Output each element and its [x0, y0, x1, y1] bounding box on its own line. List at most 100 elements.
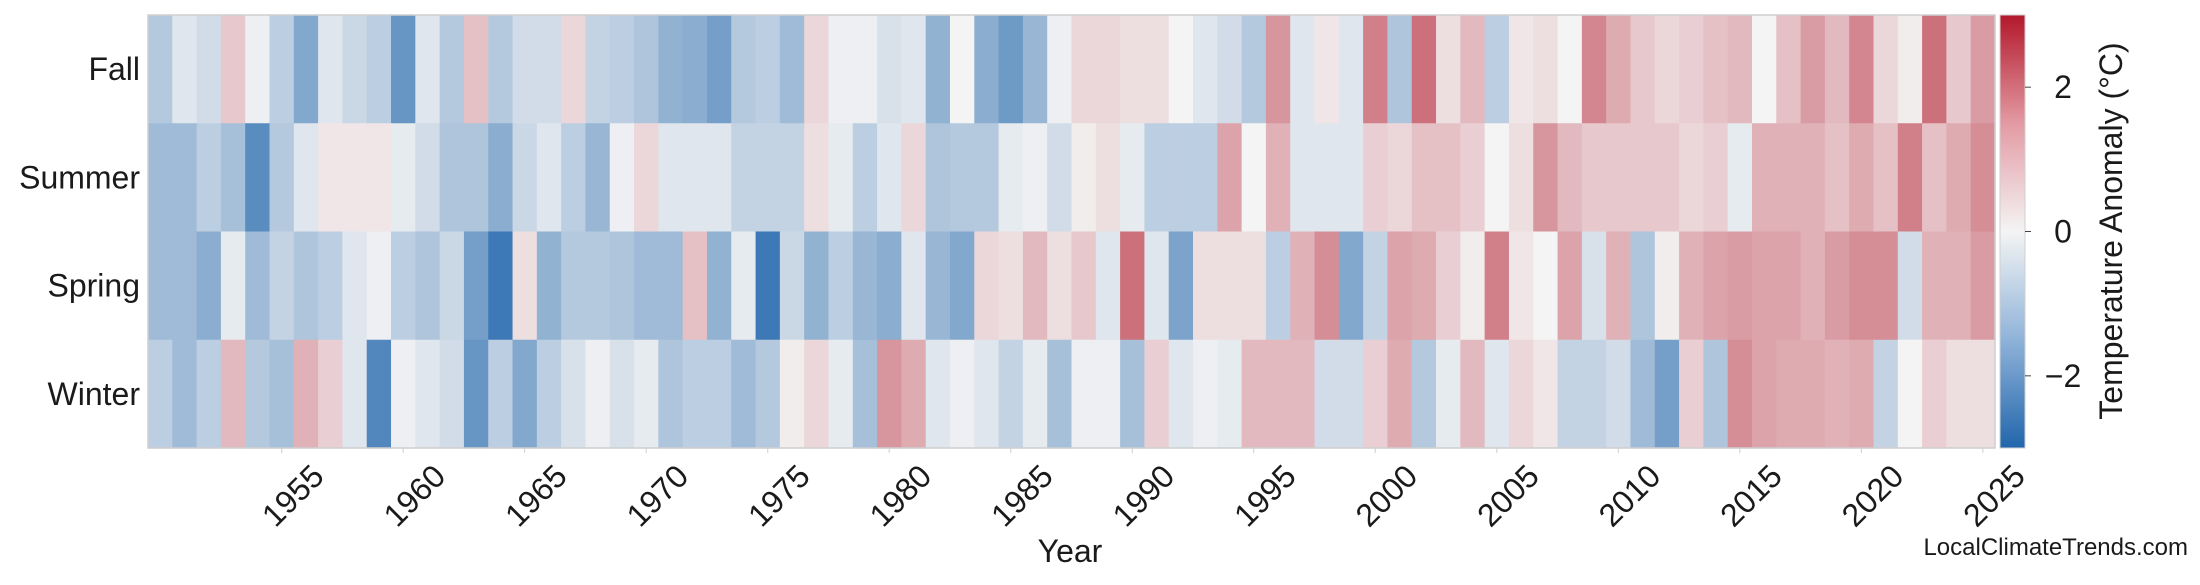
heatmap-cell-fall-1991: [1144, 15, 1170, 124]
heatmap-cell-fall-2020: [1849, 15, 1875, 124]
x-axis-title: Year: [1038, 533, 1103, 569]
heatmap-cell-summer-1968: [585, 123, 611, 233]
heatmap-cell-winter-2002: [1411, 339, 1437, 449]
heatmap-cell-fall-1968: [585, 15, 611, 124]
x-tick-label-1965: 1965: [498, 458, 574, 534]
heatmap-cell-summer-1964: [488, 123, 514, 233]
x-axis-tick-labels: 1955 1960 1965 1970 1975 1980 1985 1990 1995 2000…: [255, 448, 2032, 533]
heatmap-cell-winter-1954: [245, 339, 271, 449]
heatmap-cell-winter-2016: [1751, 339, 1777, 449]
heatmap-cell-summer-2011: [1630, 123, 1656, 233]
heatmap-cell-summer-1972: [682, 123, 708, 233]
heatmap-cell-spring-1985: [998, 231, 1024, 341]
heatmap-cell-fall-1962: [439, 15, 465, 124]
colorbar-tick-label-0: 0: [2054, 214, 2072, 250]
heatmap-cell-summer-1985: [998, 123, 1024, 233]
heatmap-cell-spring-1998: [1314, 231, 1340, 341]
heatmap-cell-fall-1989: [1095, 15, 1121, 124]
heatmap-cell-spring-2010: [1606, 231, 1632, 341]
heatmap-cell-spring-2005: [1484, 231, 1510, 341]
heatmap-cell-summer-1997: [1290, 123, 1316, 233]
heatmap-cell-spring-2012: [1654, 231, 1680, 341]
heatmap-cell-summer-1980: [877, 123, 902, 233]
heatmap-cell-winter-1957: [318, 339, 344, 449]
heatmap-cell-summer-2018: [1800, 123, 1826, 233]
heatmap-cell-spring-1971: [658, 231, 684, 341]
heatmap-cell-fall-1973: [706, 15, 732, 124]
heatmap-cell-winter-2006: [1508, 339, 1534, 449]
heatmap-cell-spring-1965: [512, 231, 538, 341]
heatmap-cell-spring-2020: [1849, 231, 1875, 341]
heatmap-cell-summer-1975: [755, 123, 781, 233]
heatmap-cell-fall-1982: [925, 15, 951, 124]
heatmap-cell-summer-2003: [1436, 123, 1461, 233]
heatmap-cell-summer-1989: [1095, 123, 1121, 233]
heatmap-cell-summer-1995: [1241, 123, 1267, 233]
heatmap-cell-winter-2017: [1776, 339, 1802, 449]
heatmap-cell-winter-1976: [779, 339, 805, 449]
heatmap-cell-summer-1962: [439, 123, 465, 233]
heatmap-cell-fall-1976: [779, 15, 805, 124]
heatmap-cell-fall-1958: [342, 15, 368, 124]
heatmap-cell-fall-2009: [1581, 15, 1607, 124]
heatmap-cell-summer-1955: [269, 123, 295, 233]
heatmap-cell-summer-2023: [1922, 123, 1947, 233]
heatmap-cell-summer-1952: [196, 123, 222, 233]
heatmap-cell-fall-2019: [1824, 15, 1850, 124]
heatmap-cell-fall-1961: [415, 15, 441, 124]
heatmap-cell-winter-1997: [1290, 339, 1316, 449]
heatmap-cell-fall-1984: [974, 15, 1000, 124]
heatmap-cell-fall-1981: [901, 15, 927, 124]
colorbar-tick-label-2: 2: [2054, 69, 2072, 105]
heatmap-cell-summer-1974: [731, 123, 757, 233]
x-tick-label-2025: 2025: [1956, 458, 2032, 534]
heatmap-cell-spring-1970: [634, 231, 659, 341]
heatmap-cell-summer-1959: [366, 123, 392, 233]
heatmap-cell-spring-1988: [1071, 231, 1097, 341]
heatmap-cell-winter-2009: [1581, 339, 1607, 449]
heatmap-cell-winter-2018: [1800, 339, 1826, 449]
heatmap-cell-fall-1990: [1120, 15, 1146, 124]
heatmap-cell-winter-1968: [585, 339, 611, 449]
heatmap-cell-fall-2022: [1897, 15, 1923, 124]
heatmap-cell-summer-1996: [1265, 123, 1291, 233]
heatmap-cell-winter-1985: [998, 339, 1024, 449]
heatmap-cell-fall-1970: [634, 15, 659, 124]
heatmap-cell-summer-1994: [1217, 123, 1243, 233]
heatmap-cell-spring-1992: [1168, 231, 1194, 341]
heatmap-cell-summer-2005: [1484, 123, 1510, 233]
heatmap-cell-winter-1998: [1314, 339, 1340, 449]
heatmap-cell-spring-2001: [1387, 231, 1413, 341]
x-tick-label-1990: 1990: [1106, 458, 1182, 534]
y-tick-label-winter: Winter: [48, 376, 141, 412]
heatmap-cell-fall-2013: [1679, 15, 1704, 124]
heatmap-cell-spring-1983: [949, 231, 975, 341]
plot-frame: [147, 14, 1996, 449]
heatmap-cell-fall-1975: [755, 15, 781, 124]
heatmap-cell-winter-1991: [1144, 339, 1170, 449]
heatmap-cell-spring-1957: [318, 231, 344, 341]
heatmap-cell-winter-2008: [1557, 339, 1583, 449]
heatmap-cell-spring-1977: [804, 231, 830, 341]
heatmap-cell-spring-1993: [1193, 231, 1218, 341]
heatmap-cell-fall-1959: [366, 15, 392, 124]
heatmap-cell-fall-1967: [561, 15, 587, 124]
heatmap-cell-spring-1984: [974, 231, 1000, 341]
heatmap-cell-spring-2024: [1946, 231, 1972, 341]
heatmap-cell-summer-2022: [1897, 123, 1923, 233]
heatmap-cell-spring-2013: [1679, 231, 1704, 341]
heatmap-cell-winter-1984: [974, 339, 1000, 449]
heatmap-cell-fall-2025: [1970, 15, 1996, 124]
heatmap-cell-winter-1990: [1120, 339, 1146, 449]
heatmap-cell-winter-1956: [293, 339, 319, 449]
heatmap-cell-spring-1969: [609, 231, 635, 341]
heatmap-cell-winter-1980: [877, 339, 902, 449]
colorbar-label: Temperature Anomaly (°C): [2093, 42, 2129, 419]
heatmap-cell-fall-2016: [1751, 15, 1777, 124]
heatmap-cell-winter-1996: [1265, 339, 1291, 449]
x-tick-label-2000: 2000: [1349, 458, 1425, 534]
heatmap-cell-summer-2024: [1946, 123, 1972, 233]
heatmap-cell-spring-1995: [1241, 231, 1267, 341]
heatmap-cell-spring-2000: [1363, 231, 1389, 341]
heatmap-cell-winter-1973: [706, 339, 732, 449]
